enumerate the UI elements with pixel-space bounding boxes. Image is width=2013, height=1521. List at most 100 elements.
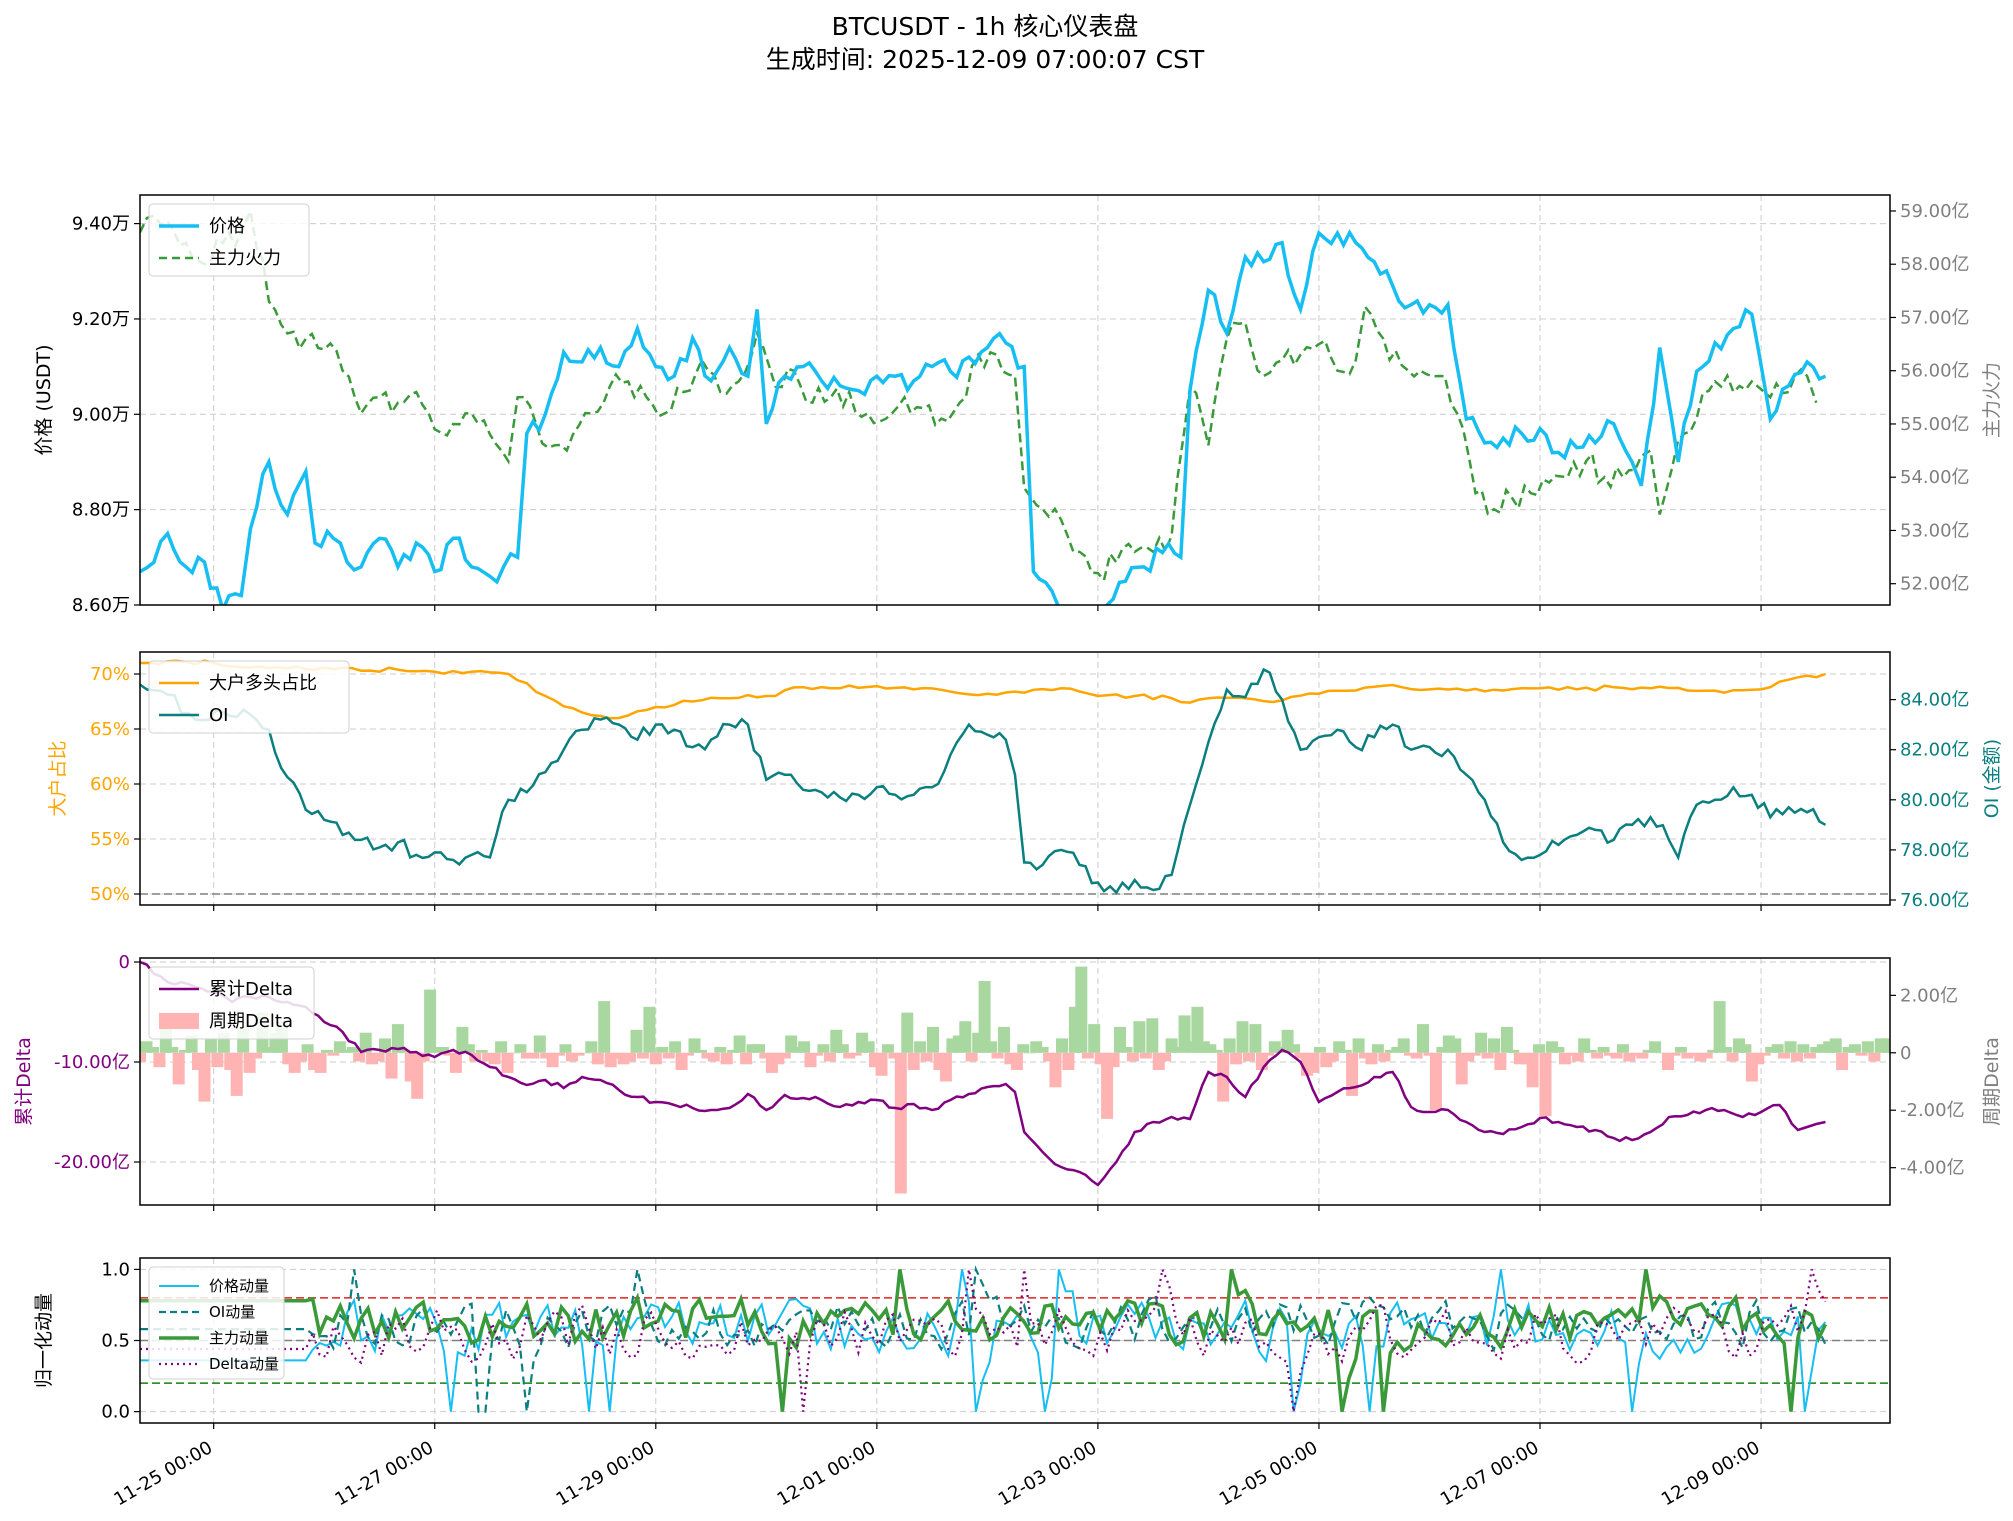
delta-bar bbox=[811, 1052, 823, 1056]
delta-bar bbox=[527, 1052, 540, 1059]
y-axis-label: 归一化动量 bbox=[33, 1293, 55, 1388]
panel-frame bbox=[139, 194, 1891, 606]
figure-subtitle: 生成时间: 2025-12-09 07:00:07 CST bbox=[766, 45, 1205, 74]
delta-bar bbox=[1578, 1038, 1591, 1053]
y-axis-label: 累计Delta bbox=[13, 1037, 35, 1126]
delta-bar bbox=[495, 1041, 508, 1053]
delta-bar bbox=[1475, 1032, 1488, 1053]
delta-panel: -20.00亿-10.00亿0-4.00亿-2.00亿02.00亿累计Delta… bbox=[13, 952, 2003, 1211]
delta-bar bbox=[1075, 966, 1088, 1053]
delta-bar bbox=[939, 1052, 952, 1082]
y-tick-label: 8.60万 bbox=[72, 595, 130, 616]
delta-bar bbox=[894, 1052, 907, 1194]
legend-box bbox=[148, 1266, 285, 1380]
delta-bar bbox=[630, 1029, 643, 1053]
delta-bar bbox=[1081, 1052, 1094, 1059]
delta-bar bbox=[1230, 1052, 1243, 1065]
delta-bar bbox=[849, 1052, 862, 1056]
delta-bar bbox=[533, 1035, 546, 1053]
delta-bar bbox=[1610, 1052, 1623, 1059]
y-tick-label: 0.0 bbox=[101, 1402, 130, 1423]
plot-area bbox=[140, 659, 1890, 895]
delta-bar bbox=[843, 1052, 856, 1059]
delta-bar bbox=[1507, 1049, 1520, 1053]
delta-bar bbox=[823, 1052, 836, 1062]
delta-bar bbox=[733, 1035, 746, 1053]
delta-bar bbox=[1668, 1052, 1681, 1056]
delta-bar bbox=[740, 1052, 753, 1065]
x-tick-label: 12-07 00:00 bbox=[1437, 1437, 1543, 1510]
delta-bar bbox=[1268, 1041, 1281, 1053]
legend-entry: OI bbox=[209, 705, 228, 726]
series-long-ratio bbox=[140, 659, 1826, 720]
plot-area bbox=[140, 206, 1827, 605]
delta-bar bbox=[359, 1032, 372, 1053]
delta-bar bbox=[1184, 1041, 1197, 1053]
delta-bar bbox=[346, 1047, 359, 1053]
delta-bar bbox=[1062, 1052, 1075, 1070]
ratio-oi-panel: 50% 55% 60% 65% 70% 76.00亿 78.00亿 80.00亿 82.00亿 8… bbox=[47, 651, 2003, 911]
series-cum-delta bbox=[140, 960, 1826, 1187]
delta-bar bbox=[166, 1047, 179, 1053]
delta-bar bbox=[1881, 1038, 1890, 1053]
legend-entry: 价格动量 bbox=[209, 1277, 269, 1295]
delta-bar bbox=[488, 1052, 501, 1065]
y-tick-label: -10.00亿 bbox=[54, 1052, 130, 1073]
price-panel: 8.60万 8.80万 9.00万 9.20万 9.40万 52.00亿 53.00亿 54.… bbox=[33, 194, 2003, 616]
delta-bar bbox=[694, 1049, 707, 1053]
y2-tick-label: -4.00亿 bbox=[1900, 1158, 1965, 1179]
plot-area bbox=[140, 960, 1890, 1194]
delta-bar bbox=[624, 1052, 636, 1062]
delta-bar bbox=[804, 1052, 817, 1068]
delta-bar bbox=[1707, 1049, 1720, 1053]
delta-bar bbox=[1810, 1047, 1823, 1053]
delta-bar bbox=[656, 1047, 669, 1053]
delta-bar bbox=[817, 1044, 830, 1053]
delta-bar bbox=[1797, 1044, 1810, 1053]
delta-bar bbox=[430, 1047, 443, 1053]
delta-bar bbox=[1417, 1024, 1429, 1053]
delta-bar bbox=[1481, 1052, 1494, 1059]
delta-bar bbox=[146, 1047, 159, 1053]
delta-bar bbox=[1868, 1052, 1881, 1062]
delta-bar bbox=[475, 1049, 488, 1053]
delta-bar bbox=[1352, 1038, 1365, 1053]
delta-bar bbox=[520, 1052, 533, 1059]
delta-bar bbox=[927, 1026, 939, 1053]
delta-bar bbox=[714, 1047, 727, 1053]
delta-bar bbox=[1365, 1052, 1378, 1065]
delta-bar bbox=[1017, 1044, 1030, 1053]
delta-bar bbox=[211, 1052, 224, 1068]
delta-bar bbox=[572, 1052, 585, 1056]
delta-bar bbox=[1855, 1052, 1868, 1056]
delta-bar bbox=[1533, 1044, 1546, 1053]
delta-bar bbox=[772, 1052, 785, 1065]
x-tick-label: 12-05 00:00 bbox=[1216, 1437, 1322, 1510]
legend-entry: 主力火力 bbox=[209, 248, 281, 269]
delta-bar bbox=[1546, 1041, 1558, 1053]
plot-area bbox=[140, 1265, 1890, 1413]
delta-bar bbox=[1681, 1052, 1694, 1059]
delta-bar bbox=[1249, 1024, 1262, 1053]
delta-bar bbox=[1133, 1021, 1146, 1053]
delta-bar bbox=[1378, 1052, 1391, 1062]
delta-bar bbox=[1010, 1052, 1023, 1070]
delta-bar bbox=[1262, 1052, 1275, 1056]
delta-bar bbox=[172, 1052, 185, 1085]
delta-bar bbox=[1816, 1044, 1829, 1053]
legend-box bbox=[148, 660, 350, 734]
delta-bar bbox=[1629, 1052, 1642, 1056]
delta-bar bbox=[1823, 1041, 1836, 1053]
delta-bar bbox=[1604, 1052, 1616, 1056]
delta-bar bbox=[649, 1052, 662, 1065]
delta-bar bbox=[321, 1049, 333, 1053]
y-tick-label: 60% bbox=[90, 774, 130, 795]
delta-bar bbox=[185, 1035, 198, 1053]
delta-bar bbox=[1243, 1052, 1255, 1062]
y2-tick-label: 80.00亿 bbox=[1900, 790, 1970, 811]
delta-bar bbox=[372, 1052, 385, 1062]
delta-bar bbox=[566, 1052, 578, 1062]
delta-bar bbox=[1326, 1052, 1339, 1062]
delta-bar bbox=[398, 1049, 411, 1053]
delta-bar bbox=[482, 1052, 495, 1062]
